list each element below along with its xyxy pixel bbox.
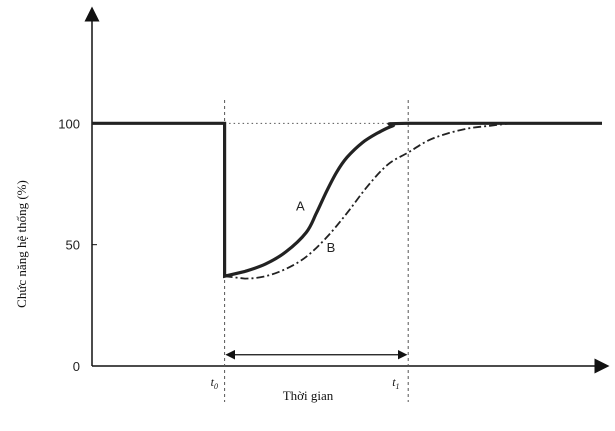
series-a-line bbox=[92, 121, 602, 279]
series-b-line bbox=[224, 122, 511, 280]
y-tick-label: 0 bbox=[73, 359, 80, 374]
time-marker-label: t0 bbox=[211, 375, 218, 391]
curve-label-b: B bbox=[327, 240, 336, 255]
x-axis-title: Thời gian bbox=[283, 388, 334, 403]
y-axis-title: Chức năng hệ thống (%) bbox=[14, 180, 29, 308]
y-tick-label: 100 bbox=[58, 116, 80, 131]
y-tick-label: 50 bbox=[66, 238, 80, 253]
curve-label-a: A bbox=[296, 199, 305, 214]
time-marker-label: t1 bbox=[392, 375, 399, 391]
